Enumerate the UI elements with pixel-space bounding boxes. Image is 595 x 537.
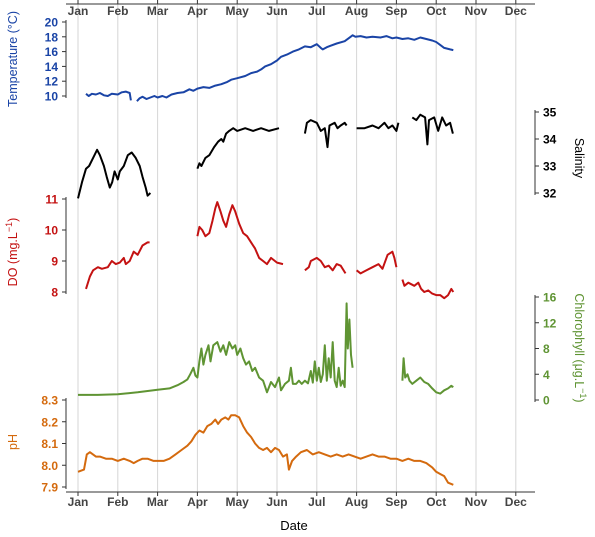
top-month-label: Apr <box>187 4 208 18</box>
bottom-month-label: Apr <box>187 495 208 509</box>
series-line-segment <box>401 279 455 300</box>
y-tick-label: 32 <box>543 187 557 201</box>
series-line-segment <box>401 357 454 395</box>
series-pH <box>77 414 454 486</box>
y-tick-label: 11 <box>45 193 58 207</box>
series-line-segment <box>304 256 347 274</box>
y-tick-label: 16 <box>45 45 59 59</box>
bottom-month-label: Feb <box>107 495 128 509</box>
y-tick-label: 8 <box>543 342 550 356</box>
series-line-segment <box>85 241 150 290</box>
axes: Jan Jan Feb Feb Mar Mar Apr Apr May May Jun Jun Jul J… <box>41 0 557 509</box>
top-month-label: Jul <box>308 4 325 18</box>
y-tick-label: 14 <box>45 60 59 74</box>
y-tick-label: 34 <box>543 133 557 147</box>
top-month-label: Jun <box>266 4 287 18</box>
series-salinity <box>77 113 454 199</box>
dissolved-oxygen-axis-title: DO (mg.L−1) <box>4 218 20 287</box>
series-line-segment <box>77 148 152 199</box>
series-line-segment <box>77 414 454 486</box>
chlorophyll-axis-title: Chlorophyll (μg.L−1) <box>572 293 588 402</box>
salinity-axis-title: Salinity <box>572 138 586 179</box>
y-tick-label: 35 <box>543 106 557 120</box>
series-line-segment <box>196 127 280 170</box>
y-tick-label: 8.1 <box>41 437 58 451</box>
series-line-segment <box>78 302 354 396</box>
top-month-label: Dec <box>505 4 527 18</box>
y-tick-label: 16 <box>543 291 557 305</box>
bottom-month-label: Dec <box>505 495 527 509</box>
pH-axis-title: pH <box>6 434 20 450</box>
temperature-axis-title: Temperature (°C) <box>6 11 20 107</box>
top-month-label: Jan <box>68 4 89 18</box>
series-line-segment <box>303 119 348 149</box>
series-line-segment <box>411 113 454 146</box>
y-tick-label: 10 <box>45 90 59 104</box>
top-month-label: Feb <box>107 4 128 18</box>
data-series <box>77 34 455 486</box>
top-month-label: May <box>226 4 250 18</box>
bottom-month-label: May <box>226 495 250 509</box>
series-line-segment <box>356 121 400 132</box>
y-tick-label: 0 <box>543 394 550 408</box>
bottom-month-label: Jan <box>68 495 89 509</box>
month-gridlines <box>77 4 517 492</box>
bottom-month-label: Aug <box>345 495 368 509</box>
y-tick-label: 8.3 <box>41 394 58 408</box>
series-line-segment <box>136 34 454 102</box>
series-line-segment <box>355 250 398 275</box>
x-axis-title: Date <box>280 518 307 533</box>
bottom-month-label: Mar <box>147 495 169 509</box>
y-tick-label: 4 <box>543 368 550 382</box>
y-tick-label: 8.0 <box>41 459 58 473</box>
axis-labels: Temperature (°C) Salinity DO (mg.L−1) Chlor… <box>4 11 588 450</box>
bottom-month-label: Jul <box>308 495 325 509</box>
y-tick-label: 9 <box>51 255 58 269</box>
y-tick-label: 12 <box>543 316 557 330</box>
y-tick-label: 8 <box>51 286 58 300</box>
bottom-month-label: Sep <box>385 495 407 509</box>
y-tick-label: 8.2 <box>41 415 58 429</box>
top-month-label: Aug <box>345 4 368 18</box>
series-chlorophyll <box>78 302 454 396</box>
top-month-label: Mar <box>147 4 169 18</box>
bottom-month-label: Nov <box>465 495 488 509</box>
series-dissolved-oxygen <box>85 201 455 300</box>
y-tick-label: 7.9 <box>41 481 58 495</box>
top-month-label: Nov <box>465 4 488 18</box>
y-tick-label: 20 <box>45 16 59 30</box>
bottom-month-label: Oct <box>426 495 446 509</box>
series-line-segment <box>196 201 284 266</box>
y-tick-label: 33 <box>543 160 557 174</box>
series-temperature <box>85 34 454 102</box>
y-tick-label: 10 <box>45 224 59 238</box>
y-tick-label: 12 <box>45 75 59 89</box>
top-month-label: Oct <box>426 4 446 18</box>
top-month-label: Sep <box>385 4 407 18</box>
bottom-month-label: Jun <box>266 495 287 509</box>
y-tick-label: 18 <box>45 30 59 44</box>
series-line-segment <box>85 90 132 101</box>
